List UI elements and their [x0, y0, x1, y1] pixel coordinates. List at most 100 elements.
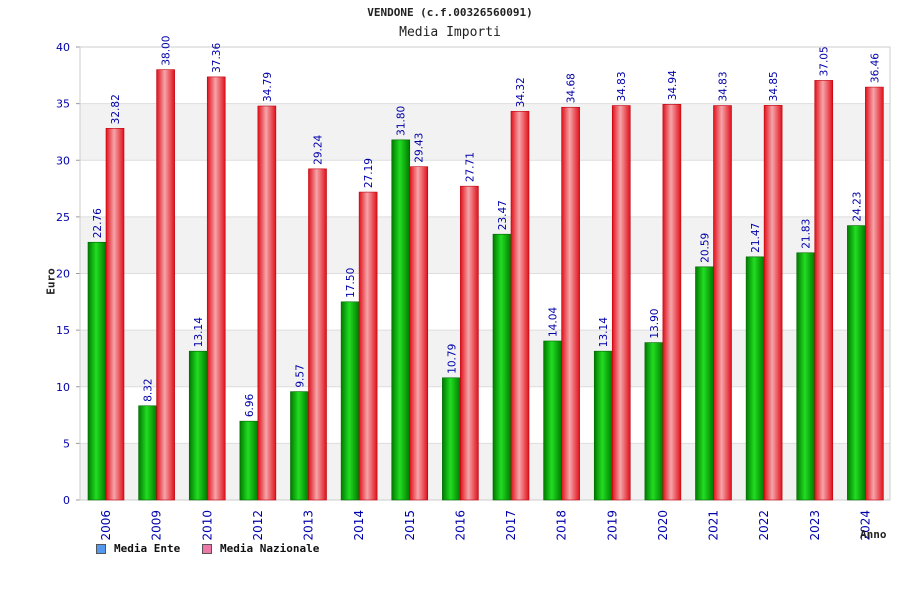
bar-media-ente — [593, 350, 613, 501]
bar-media-ente — [188, 350, 208, 501]
data-label: 34.83 — [616, 71, 628, 101]
data-label: 24.23 — [851, 192, 863, 222]
y-axis-label: Euro — [44, 268, 58, 295]
y-tick-label: 10 — [56, 381, 70, 394]
data-label: 27.19 — [363, 158, 375, 188]
data-label: 13.14 — [193, 317, 205, 347]
y-tick-label: 20 — [56, 268, 70, 281]
data-label: 34.79 — [262, 72, 274, 102]
data-label: 8.32 — [143, 378, 155, 401]
data-label: 34.94 — [667, 70, 679, 100]
data-label: 17.50 — [345, 268, 357, 298]
bar-media-ente — [543, 340, 562, 501]
y-tick-label: 35 — [56, 98, 70, 111]
bar-media-nazionale — [257, 105, 277, 501]
legend-item-ente: Media Ente — [96, 542, 180, 555]
data-label: 34.68 — [566, 73, 578, 103]
data-label: 22.76 — [92, 208, 104, 238]
x-tick-label: 2017 — [504, 510, 518, 541]
y-tick-label: 5 — [63, 437, 70, 450]
x-tick-label: 2024 — [858, 510, 872, 541]
bar-media-ente — [492, 233, 512, 501]
data-label: 36.46 — [869, 53, 881, 83]
x-tick-label: 2012 — [251, 510, 265, 541]
data-label: 13.90 — [649, 309, 661, 339]
bar-media-ente — [644, 342, 664, 501]
bar-media-ente — [138, 405, 157, 501]
bar-media-nazionale — [865, 86, 884, 501]
data-label: 34.32 — [515, 77, 527, 107]
bar-media-nazionale — [308, 168, 327, 501]
bar-media-ente — [847, 225, 866, 501]
chart-title: VENDONE (c.f.00326560091) — [367, 6, 533, 19]
x-tick-label: 2009 — [150, 510, 164, 541]
x-tick-label: 2023 — [808, 510, 822, 541]
data-label: 21.83 — [801, 219, 813, 249]
data-label: 29.43 — [414, 133, 426, 163]
bar-media-nazionale — [409, 166, 429, 501]
x-tick-label: 2021 — [707, 510, 721, 541]
data-label: 10.79 — [446, 344, 458, 374]
legend-swatch-ente — [96, 543, 106, 554]
x-tick-label: 2016 — [453, 510, 467, 541]
data-label: 14.04 — [548, 307, 560, 337]
y-tick-label: 30 — [56, 154, 70, 167]
data-label: 31.80 — [396, 106, 408, 136]
x-tick-label: 2019 — [605, 510, 619, 541]
x-tick-label: 2006 — [99, 510, 113, 541]
bar-media-ente — [290, 391, 309, 501]
data-label: 13.14 — [598, 317, 610, 347]
data-label: 6.96 — [244, 393, 256, 417]
legend-label-nazionale: Media Nazionale — [220, 542, 320, 555]
x-axis-label: Anno — [860, 528, 887, 541]
data-label: 37.36 — [211, 43, 223, 73]
y-tick-label: 15 — [56, 324, 70, 337]
bar-media-ente — [391, 139, 411, 501]
bar-media-nazionale — [763, 105, 783, 501]
bar-media-ente — [745, 256, 765, 501]
legend-item-nazionale: Media Nazionale — [202, 542, 319, 555]
bar-media-nazionale — [358, 191, 378, 501]
x-tick-label: 2015 — [403, 510, 417, 541]
plot-area — [79, 46, 891, 501]
bar-media-nazionale — [814, 80, 834, 501]
bar-media-ente — [87, 241, 107, 501]
data-label: 34.85 — [768, 71, 780, 101]
bar-media-ente — [442, 377, 461, 501]
y-tick-label: 40 — [56, 41, 70, 54]
y-tick-label: 25 — [56, 211, 70, 224]
x-tick-label: 2020 — [656, 510, 670, 541]
data-label: 27.71 — [464, 152, 476, 182]
bar-media-nazionale — [611, 105, 631, 501]
data-label: 34.83 — [718, 71, 730, 101]
bar-media-ente — [695, 266, 714, 501]
bar-media-nazionale — [156, 69, 175, 501]
data-label: 20.59 — [700, 233, 712, 263]
data-label: 32.82 — [110, 94, 122, 124]
legend-swatch-nazionale — [202, 543, 212, 554]
data-label: 21.47 — [750, 223, 762, 253]
data-label: 38.00 — [161, 36, 173, 66]
bar-media-nazionale — [713, 105, 732, 501]
bar-media-nazionale — [561, 106, 580, 501]
y-tick-label: 0 — [63, 494, 70, 507]
data-label: 9.57 — [295, 364, 307, 387]
bar-media-ente — [796, 252, 816, 501]
x-tick-label: 2018 — [555, 510, 569, 541]
bar-media-nazionale — [105, 128, 125, 501]
bar-media-nazionale — [206, 76, 226, 501]
bar-media-ente — [340, 301, 360, 501]
bar-media-nazionale — [510, 111, 530, 501]
x-tick-label: 2010 — [200, 510, 214, 541]
x-tick-label: 2014 — [352, 510, 366, 541]
bar-media-nazionale — [662, 104, 682, 501]
bar-media-nazionale — [460, 185, 479, 501]
bar-media-ente — [239, 420, 259, 501]
data-label: 37.05 — [819, 46, 831, 76]
legend-label-ente: Media Ente — [114, 542, 181, 555]
data-label: 29.24 — [313, 134, 325, 164]
x-tick-label: 2013 — [302, 510, 316, 541]
data-label: 23.47 — [497, 200, 509, 230]
chart-subtitle: Media Importi — [399, 25, 501, 40]
